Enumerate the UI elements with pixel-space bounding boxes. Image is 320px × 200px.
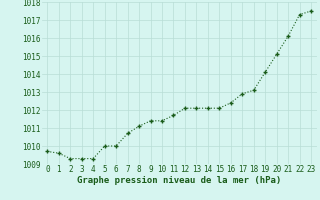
X-axis label: Graphe pression niveau de la mer (hPa): Graphe pression niveau de la mer (hPa) xyxy=(77,176,281,185)
